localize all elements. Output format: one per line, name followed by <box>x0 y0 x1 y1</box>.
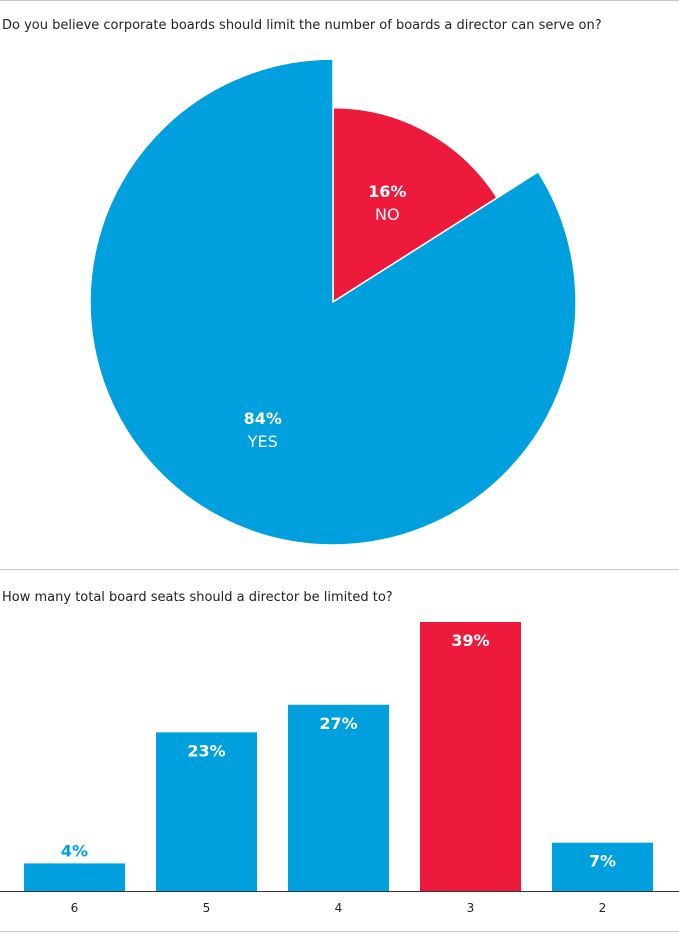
pie-value-label-no: 16% <box>368 182 406 201</box>
bar-question-title: How many total board seats should a dire… <box>2 590 393 605</box>
x-tick-label-2: 2 <box>599 901 607 915</box>
pie-question-title: Do you believe corporate boards should l… <box>2 18 602 33</box>
top-divider <box>0 0 679 1</box>
bar-value-label-4: 27% <box>319 714 357 733</box>
pie-slice-no <box>332 106 499 304</box>
bar-5 <box>156 732 257 891</box>
pie-category-label-no: NO <box>375 205 400 224</box>
bar-value-label-5: 23% <box>187 741 225 760</box>
middle-divider <box>0 569 679 570</box>
pie-value-label-yes: 84% <box>244 409 282 428</box>
bottom-divider <box>0 931 679 932</box>
x-tick-label-5: 5 <box>203 901 211 915</box>
pie-category-label-yes: YES <box>247 432 278 451</box>
bar-value-label-2: 7% <box>589 852 616 871</box>
bar-6 <box>24 863 125 891</box>
bar-value-label-3: 39% <box>451 631 489 650</box>
bar-2 <box>552 842 653 891</box>
pie-chart: 16% NO 84% YES <box>89 58 577 546</box>
x-tick-label-4: 4 <box>335 901 343 915</box>
bar-3 <box>420 622 521 891</box>
x-tick-label-3: 3 <box>467 901 475 915</box>
x-tick-label-6: 6 <box>71 901 79 915</box>
pie-slice-yes <box>89 58 577 546</box>
bar-4 <box>288 704 389 891</box>
bar-value-label-6: 4% <box>61 841 88 860</box>
bar-chart: 4% 6 23% 5 27% 4 39% 3 7% 2 <box>0 622 679 915</box>
